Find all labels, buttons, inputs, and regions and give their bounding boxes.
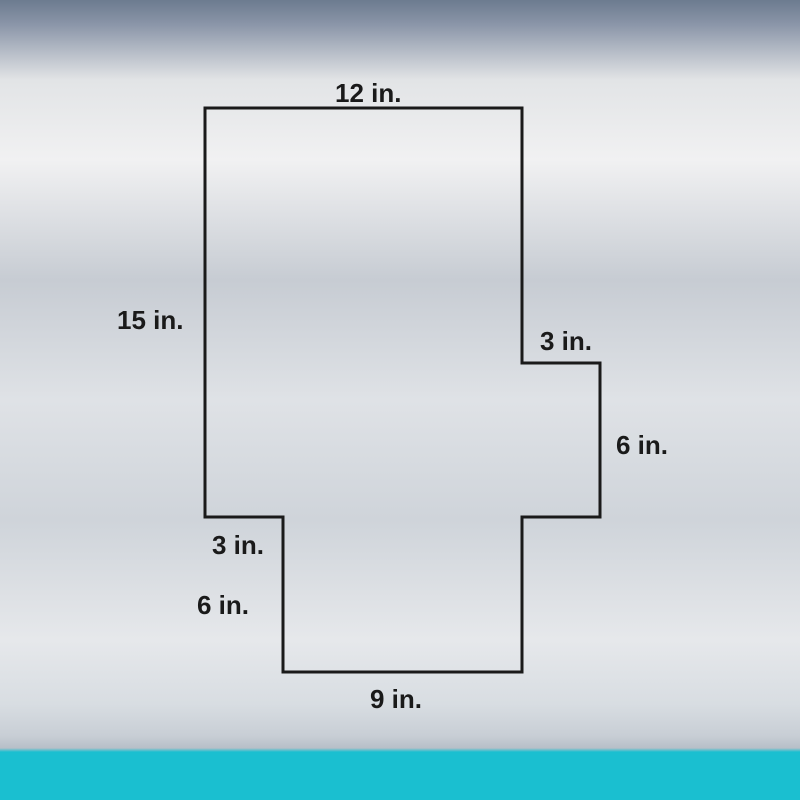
label-top: 12 in.: [335, 78, 401, 109]
polygon-path: [205, 108, 600, 672]
polygon-shape: [0, 0, 800, 800]
diagram-stage: 12 in. 15 in. 3 in. 6 in. 3 in. 6 in. 9 …: [0, 0, 800, 800]
label-left-notch-h: 3 in.: [212, 530, 264, 561]
label-right-side: 6 in.: [616, 430, 668, 461]
label-left: 15 in.: [117, 305, 183, 336]
label-left-notch-v: 6 in.: [197, 590, 249, 621]
label-right-top: 3 in.: [540, 326, 592, 357]
label-bottom: 9 in.: [370, 684, 422, 715]
